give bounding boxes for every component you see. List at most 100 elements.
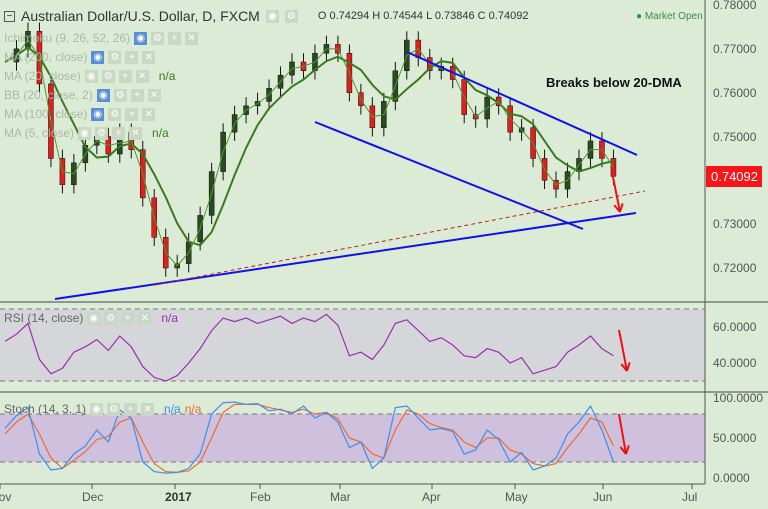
stoch-k-line bbox=[4, 401, 615, 474]
gear-icon[interactable]: ⚙ bbox=[107, 402, 121, 416]
gear-icon[interactable]: ⚙ bbox=[95, 126, 109, 140]
close-icon[interactable]: ✕ bbox=[142, 50, 156, 64]
ohlc-readout: O 0.74294 H 0.74544 L 0.73846 C 0.74092 bbox=[317, 10, 529, 22]
gear-icon[interactable]: ⚙ bbox=[108, 107, 122, 121]
indicator-value: n/a bbox=[152, 126, 169, 140]
market-status: ● Market Open bbox=[636, 11, 703, 22]
rsi-band bbox=[0, 309, 705, 381]
last-price-label: 0.74092 bbox=[706, 166, 762, 187]
arrow-head bbox=[625, 445, 630, 455]
arrow-head bbox=[620, 363, 628, 372]
gear-icon[interactable]: ⚙ bbox=[284, 9, 298, 23]
add-icon[interactable]: + bbox=[112, 126, 126, 140]
gear-icon[interactable]: ⚙ bbox=[113, 88, 127, 102]
indicator-legend: BB (20, close, 2) ◉ ⚙ + ✕ bbox=[4, 88, 171, 102]
time-tick: Mar bbox=[330, 490, 351, 504]
indicator-legend: MA (200, close) ◉ ⚙ + ✕ bbox=[4, 50, 165, 64]
channel-upper-line bbox=[406, 51, 638, 156]
stoch-d-value: n/a bbox=[184, 402, 202, 416]
annotation-text: Breaks below 20-DMA bbox=[546, 75, 682, 90]
rsi-line bbox=[4, 313, 614, 382]
indicator-value: n/a bbox=[158, 69, 176, 83]
rsi-label: RSI (14, close) bbox=[4, 311, 84, 325]
price-tick: 0.73000 bbox=[713, 217, 757, 232]
arrow-head bbox=[613, 204, 621, 213]
indicator-legend: Ichimoku (9, 26, 52, 26) ◉ ⚙ + ✕ bbox=[4, 31, 208, 45]
close-icon[interactable]: ✕ bbox=[142, 107, 156, 121]
add-icon[interactable]: + bbox=[121, 311, 135, 325]
price-tick: 0.78000 bbox=[713, 0, 757, 12]
stoch-tick: 0.0000 bbox=[713, 471, 750, 485]
close-icon[interactable]: ✕ bbox=[185, 31, 199, 45]
close-icon[interactable]: ✕ bbox=[135, 69, 149, 83]
time-tick: Apr bbox=[422, 490, 441, 504]
eye-icon[interactable]: ◉ bbox=[90, 402, 104, 416]
time-tick: Jun bbox=[593, 490, 613, 504]
ma5-line bbox=[4, 39, 614, 267]
add-icon[interactable]: + bbox=[118, 69, 132, 83]
ma20-line bbox=[4, 46, 614, 247]
down-arrow-icon bbox=[611, 171, 621, 213]
gear-icon[interactable]: ⚙ bbox=[108, 50, 122, 64]
time-tick: Nov bbox=[0, 490, 12, 504]
add-icon[interactable]: + bbox=[168, 31, 182, 45]
down-arrow-icon bbox=[618, 413, 627, 455]
gear-icon[interactable]: ⚙ bbox=[104, 311, 118, 325]
indicator-label: MA (100, close) bbox=[4, 107, 88, 121]
down-arrow-icon bbox=[618, 329, 628, 372]
add-icon[interactable]: + bbox=[125, 107, 139, 121]
arrow-head bbox=[626, 362, 631, 372]
close-icon[interactable]: ✕ bbox=[141, 402, 155, 416]
price-tick: 0.72000 bbox=[713, 261, 757, 275]
rsi-tick: 60.0000 bbox=[713, 320, 757, 334]
close-icon[interactable]: ✕ bbox=[138, 311, 152, 325]
market-status-label: Market Open bbox=[644, 11, 703, 22]
symbol-title: Australian Dollar/U.S. Dollar, D, FXCM bbox=[21, 8, 260, 24]
indicator-legend: MA (5, close) ◉ ⚙ + ✕ n/a bbox=[4, 126, 169, 140]
price-tick: 0.76000 bbox=[713, 85, 757, 100]
support-line bbox=[54, 212, 637, 300]
gear-icon[interactable]: ⚙ bbox=[101, 69, 115, 83]
add-icon[interactable]: + bbox=[124, 402, 138, 416]
add-icon[interactable]: + bbox=[130, 88, 144, 102]
price-tick: 0.77000 bbox=[713, 41, 757, 56]
indicator-label: MA (5, close) bbox=[4, 126, 75, 140]
time-tick: Jul bbox=[682, 490, 698, 504]
indicator-label: Ichimoku (9, 26, 52, 26) bbox=[4, 31, 131, 45]
collapse-icon[interactable]: − bbox=[4, 10, 15, 22]
stoch-tick: 50.0000 bbox=[713, 431, 757, 445]
time-tick: 2017 bbox=[165, 490, 192, 504]
indicator-legend: MA (20, close) ◉ ⚙ + ✕ n/a bbox=[4, 69, 175, 83]
gear-icon[interactable]: ⚙ bbox=[151, 31, 165, 45]
indicator-label: BB (20, close, 2) bbox=[4, 88, 93, 102]
time-tick: Dec bbox=[82, 490, 104, 504]
stoch-label: Stoch (14, 3, 1) bbox=[4, 402, 87, 416]
eye-icon[interactable]: ◉ bbox=[84, 69, 98, 83]
rsi-tick: 40.0000 bbox=[713, 356, 757, 370]
chart-title-bar: − Australian Dollar/U.S. Dollar, D, FXCM… bbox=[4, 8, 528, 24]
time-tick: Feb bbox=[250, 490, 271, 504]
eye-icon[interactable]: ◉ bbox=[96, 88, 110, 102]
close-icon[interactable]: ✕ bbox=[129, 126, 143, 140]
rsi-legend: RSI (14, close) ◉ ⚙ + ✕ n/a bbox=[4, 311, 178, 325]
dashed-trendline bbox=[154, 190, 646, 286]
eye-icon[interactable]: ◉ bbox=[78, 126, 92, 140]
channel-lower-line bbox=[314, 121, 584, 230]
indicator-label: MA (20, close) bbox=[4, 69, 81, 83]
indicator-legend: MA (100, close) ◉ ⚙ + ✕ bbox=[4, 107, 165, 121]
eye-icon[interactable]: ◉ bbox=[87, 311, 101, 325]
eye-icon[interactable]: ◉ bbox=[134, 31, 148, 45]
arrow-head bbox=[619, 446, 627, 455]
time-tick: May bbox=[505, 490, 528, 504]
eye-icon[interactable]: ◉ bbox=[91, 107, 105, 121]
close-icon[interactable]: ✕ bbox=[147, 88, 161, 102]
price-tick: 0.75000 bbox=[713, 129, 757, 144]
arrow-head bbox=[619, 203, 624, 213]
eye-icon[interactable]: ◉ bbox=[91, 50, 105, 64]
add-icon[interactable]: + bbox=[125, 50, 139, 64]
stoch-k-value: n/a bbox=[164, 402, 181, 416]
rsi-value: n/a bbox=[161, 311, 179, 325]
eye-icon[interactable]: ◉ bbox=[265, 9, 279, 23]
stoch-tick: 100.0000 bbox=[713, 391, 764, 405]
